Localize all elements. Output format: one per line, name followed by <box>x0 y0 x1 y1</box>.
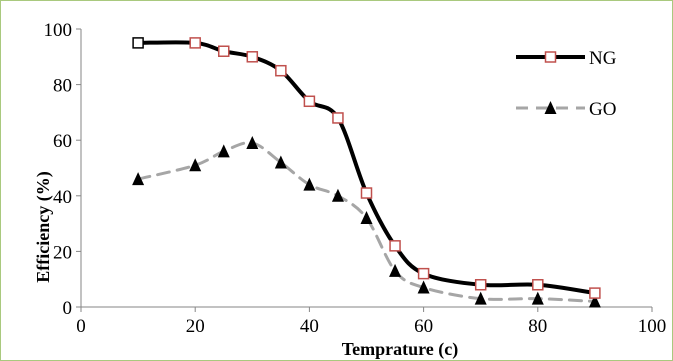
data-point-ng <box>532 279 544 291</box>
data-point-ng <box>417 267 430 280</box>
chart-legend: NG GO <box>516 48 617 120</box>
data-point-ng <box>275 64 287 77</box>
x-tick-label: 60 <box>414 316 433 337</box>
y-tick-label: 40 <box>53 187 72 208</box>
data-point-ng <box>360 187 373 199</box>
data-point-go <box>217 144 230 158</box>
data-point-go <box>274 155 287 169</box>
legend-entry-ng: NG <box>516 48 617 69</box>
data-point-ng <box>218 45 230 57</box>
y-tick-label: 100 <box>44 20 73 41</box>
data-point-go <box>389 263 402 277</box>
x-tick-label: 100 <box>638 316 667 337</box>
legend-marker <box>544 101 557 114</box>
data-point-ng <box>389 240 401 252</box>
legend-marker <box>544 51 557 63</box>
x-axis-title: Temprature (c) <box>342 339 458 360</box>
data-point-ng <box>303 95 316 108</box>
data-point-go <box>303 177 316 191</box>
series-ng <box>132 37 601 299</box>
x-tick-label: 20 <box>186 316 205 337</box>
data-point-ng <box>189 37 201 49</box>
data-point-ng <box>246 51 259 63</box>
data-point-go <box>360 211 373 225</box>
data-point-ng <box>589 287 601 299</box>
data-point-ng <box>474 279 487 291</box>
series-line-ng <box>136 40 597 296</box>
legend-label: GO <box>589 99 616 120</box>
x-tick-label: 40 <box>300 316 319 337</box>
data-point-ng <box>332 112 344 124</box>
data-point-go <box>331 188 344 202</box>
x-tick-label: 0 <box>76 316 86 337</box>
y-tick-label: 0 <box>63 298 73 319</box>
data-point-ng <box>132 37 144 49</box>
legend-entry-go: GO <box>516 99 616 120</box>
chart-series-layer <box>132 37 601 308</box>
data-point-go <box>531 291 544 305</box>
y-tick-label: 20 <box>53 242 72 263</box>
data-point-go <box>132 172 145 186</box>
x-tick-label: 80 <box>528 316 547 337</box>
chart-axes: 0 20 40 60 80 100 0 20 40 60 80 100 <box>44 20 667 337</box>
data-point-go <box>189 158 202 172</box>
series-go <box>132 135 601 308</box>
y-axis-title: Efficiency (%) <box>33 171 54 282</box>
data-point-go <box>474 291 487 305</box>
legend-label: NG <box>589 48 617 69</box>
y-tick-label: 80 <box>53 76 72 97</box>
data-point-go <box>246 135 259 149</box>
y-tick-label: 60 <box>53 131 72 152</box>
data-point-go <box>588 294 601 308</box>
data-point-go <box>417 280 430 294</box>
